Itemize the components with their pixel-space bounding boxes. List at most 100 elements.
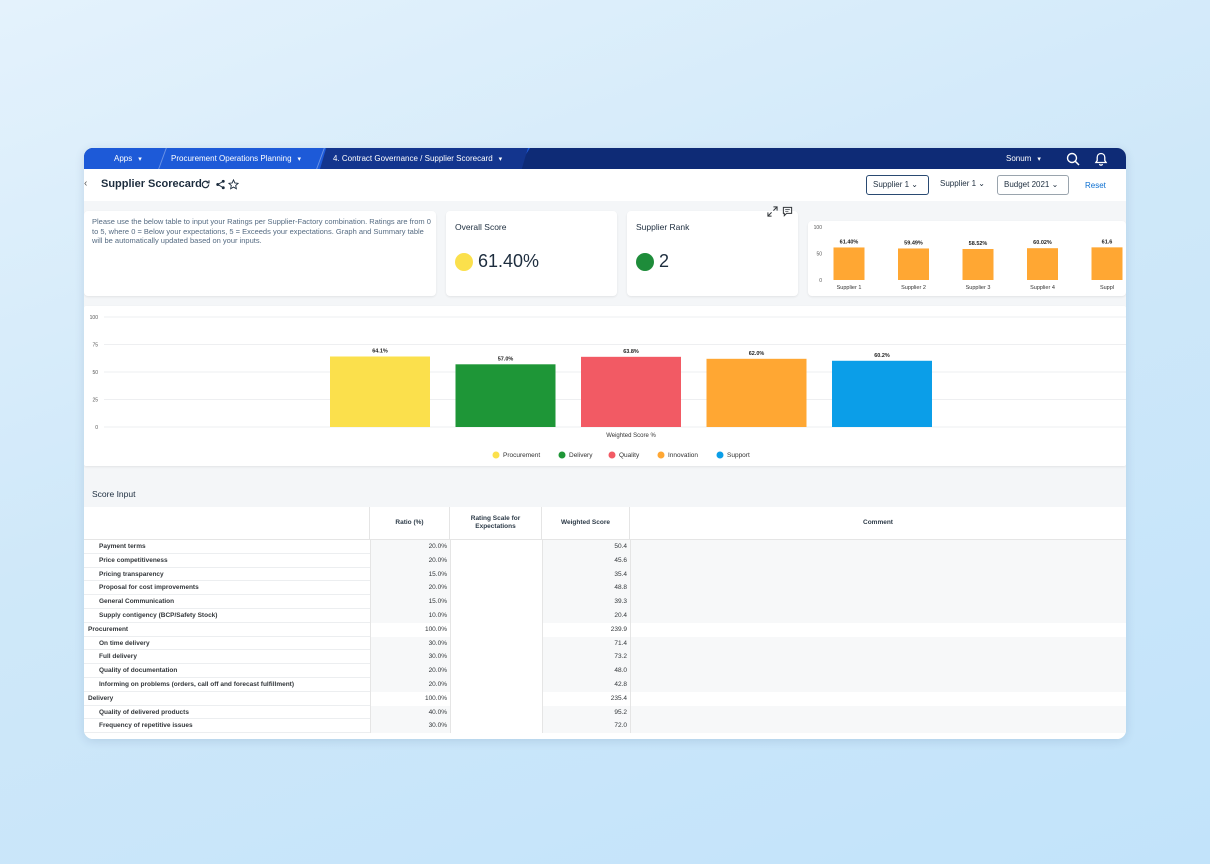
supplier-filter-2[interactable]: Supplier 1 ⌄ [934, 175, 994, 195]
ratio-cell: 10.0% [370, 609, 450, 623]
bar [1091, 247, 1123, 280]
bar-data-label: 57.0% [498, 356, 514, 362]
bar [1027, 248, 1058, 280]
legend-label: Delivery [569, 452, 593, 459]
instructions-text: Please use the below table to input your… [92, 217, 431, 245]
bar [898, 248, 929, 280]
supplier-filter-1[interactable]: Supplier 1 ⌄ [866, 175, 929, 195]
weighted-score-cell: 35.4 [542, 567, 630, 582]
row-label: Informing on problems (orders, call off … [99, 681, 295, 688]
y-tick-label: 25 [92, 398, 98, 404]
weighted-score-value: 239.9 [610, 625, 627, 633]
rating-input-cell[interactable] [450, 567, 542, 582]
comment-input-cell[interactable] [630, 540, 1126, 554]
breadcrumb-supplier-scorecard[interactable]: 4. Contract Governance / Supplier Scorec… [333, 148, 502, 169]
y-tick-label: 0 [819, 278, 822, 284]
share-icon[interactable] [215, 179, 226, 190]
favorite-star-icon[interactable] [228, 179, 239, 190]
supplier-rank-value: 2 [659, 251, 670, 271]
weighted-score-cell: 71.4 [542, 636, 630, 651]
bar [832, 360, 932, 427]
bar [833, 247, 865, 280]
row-label: Procurement [88, 625, 129, 633]
comment-input-cell[interactable] [630, 595, 1126, 609]
comment-input-cell[interactable] [630, 609, 1126, 623]
x-tick-label: Supplier 4 [1030, 285, 1055, 291]
rating-input-cell[interactable] [450, 678, 542, 692]
weighted-score-value: 35.4 [614, 570, 627, 578]
ratio-cell: 15.0% [370, 567, 450, 582]
weighted-score-cell: 72.0 [542, 719, 630, 734]
supplier-rank-card: Supplier Rank 2 [627, 206, 798, 296]
rating-input-cell[interactable] [450, 719, 542, 734]
ratio-cell: 100.0% [370, 622, 450, 637]
page-title: Supplier Scorecard [101, 178, 202, 190]
category-score-chart: 100 75 50 25 0 64.1% 57.0% 63.8% 62.0% 60.2% Weigh… [90, 315, 1126, 459]
chevron-down-icon: ⌄ [1051, 180, 1059, 189]
shell-bar: Apps ▾ Procurement Operations Planning ▾ 4… [84, 148, 1126, 169]
rating-input-cell[interactable] [450, 636, 542, 651]
notification-bell-icon[interactable] [1093, 151, 1109, 167]
weighted-score-cell: 48.0 [542, 664, 630, 678]
comment-input-cell[interactable] [630, 622, 1126, 637]
y-tick-label: 0 [95, 425, 98, 431]
apps-menu[interactable]: Apps ▾ [114, 148, 142, 169]
comment-input-cell[interactable] [630, 664, 1126, 678]
row-label: Supply contigency (BCP/Safety Stock) [99, 612, 218, 619]
weighted-score-cell: 73.2 [542, 650, 630, 665]
legend-swatch [716, 451, 724, 459]
overall-score-label: Overall Score [455, 222, 507, 232]
y-tick-label: 75 [92, 343, 98, 349]
rating-input-cell[interactable] [450, 622, 542, 637]
expand-icon[interactable] [767, 206, 778, 217]
comment-input-cell[interactable] [630, 650, 1126, 665]
breadcrumb-procurement-planning[interactable]: Procurement Operations Planning ▾ [171, 148, 301, 169]
comment-input-cell[interactable] [630, 553, 1126, 568]
weighted-score-value: 95.2 [614, 708, 627, 716]
ratio-value: 10.0% [428, 612, 447, 619]
rating-input-cell[interactable] [450, 705, 542, 720]
weighted-score-cell: 95.2 [542, 705, 630, 720]
ratio-value: 15.0% [428, 570, 447, 578]
weighted-score-cell: 45.6 [542, 553, 630, 568]
comment-input-cell[interactable] [630, 705, 1126, 720]
reset-button[interactable]: Reset [1085, 181, 1106, 190]
comment-input-cell[interactable] [630, 581, 1126, 596]
rating-input-cell[interactable] [450, 609, 542, 623]
row-label: Price competitiveness [99, 556, 168, 564]
page-header: ‹ Supplier Scorecard Supplier 1 ⌄ Suppli… [84, 169, 1126, 201]
table-group-row: Procurement 100.0% 239.9 [84, 622, 1126, 637]
bar [962, 248, 994, 280]
rating-input-cell[interactable] [450, 595, 542, 609]
ratio-cell: 20.0% [370, 581, 450, 596]
comment-input-cell[interactable] [630, 719, 1126, 734]
rating-input-cell[interactable] [450, 650, 542, 665]
budget-filter[interactable]: Budget 2021 ⌄ [997, 175, 1069, 195]
comment-input-cell[interactable] [630, 691, 1126, 706]
table-row: Informing on problems (orders, call off … [84, 678, 1126, 692]
x-tick-label: Supplier 3 [966, 285, 991, 291]
legend-swatch [608, 451, 616, 459]
ratio-cell: 40.0% [370, 705, 450, 720]
table-row: Frequency of repetitive issues 30.0% 72.0 [84, 719, 1126, 734]
ratio-cell: 20.0% [370, 678, 450, 692]
comment-icon[interactable] [782, 206, 793, 217]
comment-input-cell[interactable] [630, 567, 1126, 582]
app-window: Apps ▾ Procurement Operations Planning ▾ 4… [84, 148, 1126, 739]
refresh-icon[interactable] [200, 179, 211, 190]
rating-input-cell[interactable] [450, 581, 542, 596]
user-menu[interactable]: Sonum ▾ [1006, 148, 1041, 169]
rating-input-cell[interactable] [450, 664, 542, 678]
legend-label: Quality [619, 452, 640, 459]
rating-input-cell[interactable] [450, 553, 542, 568]
ratio-value: 20.0% [428, 556, 447, 564]
search-icon[interactable] [1065, 151, 1081, 167]
chevron-down-icon: ⌄ [911, 180, 918, 189]
comment-input-cell[interactable] [630, 678, 1126, 692]
rating-input-cell[interactable] [450, 691, 542, 706]
bar-data-label: 58.52% [969, 241, 988, 247]
rating-input-cell[interactable] [450, 540, 542, 554]
ratio-cell: 15.0% [370, 595, 450, 609]
comment-input-cell[interactable] [630, 636, 1126, 651]
back-arrow-icon[interactable]: ‹ [84, 178, 88, 189]
